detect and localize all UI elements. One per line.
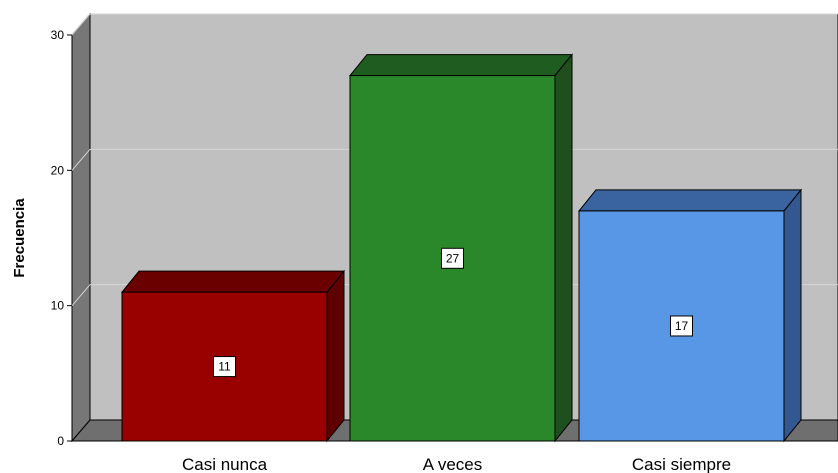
bar-side xyxy=(554,53,573,443)
bar-top xyxy=(577,189,803,212)
data-label: 27 xyxy=(446,251,460,265)
data-label: 11 xyxy=(218,360,231,374)
y-tick-label: 0 xyxy=(57,434,64,448)
category-label: Casi siempre xyxy=(632,455,731,473)
bar-1: 11 xyxy=(120,269,346,443)
bar-3: 17 xyxy=(577,188,803,443)
category-label: Casi nunca xyxy=(182,455,268,473)
bar-side xyxy=(326,269,345,443)
data-label-box xyxy=(670,315,693,337)
data-label-box xyxy=(441,247,464,269)
bar-side xyxy=(783,188,802,443)
category-labels: Casi nunca A veces Casi siempre xyxy=(182,455,731,473)
data-label: 17 xyxy=(675,319,689,333)
y-axis: 0 10 20 30 xyxy=(51,28,72,448)
data-label-box xyxy=(213,356,236,378)
bar-2: 27 xyxy=(348,53,574,443)
side-wall xyxy=(71,12,91,443)
y-axis-label: Frecuencia xyxy=(11,198,28,278)
bars: 11 27 17 xyxy=(120,53,803,443)
y-tick-label: 10 xyxy=(51,299,65,313)
bar-top xyxy=(120,270,346,293)
bar-top xyxy=(348,54,574,77)
y-tick-label: 30 xyxy=(51,28,65,42)
y-tick-label: 20 xyxy=(51,163,65,177)
gridline-side xyxy=(71,13,91,36)
gridline-side xyxy=(71,149,91,171)
category-label: A veces xyxy=(423,455,483,473)
gridline-side xyxy=(71,284,91,306)
